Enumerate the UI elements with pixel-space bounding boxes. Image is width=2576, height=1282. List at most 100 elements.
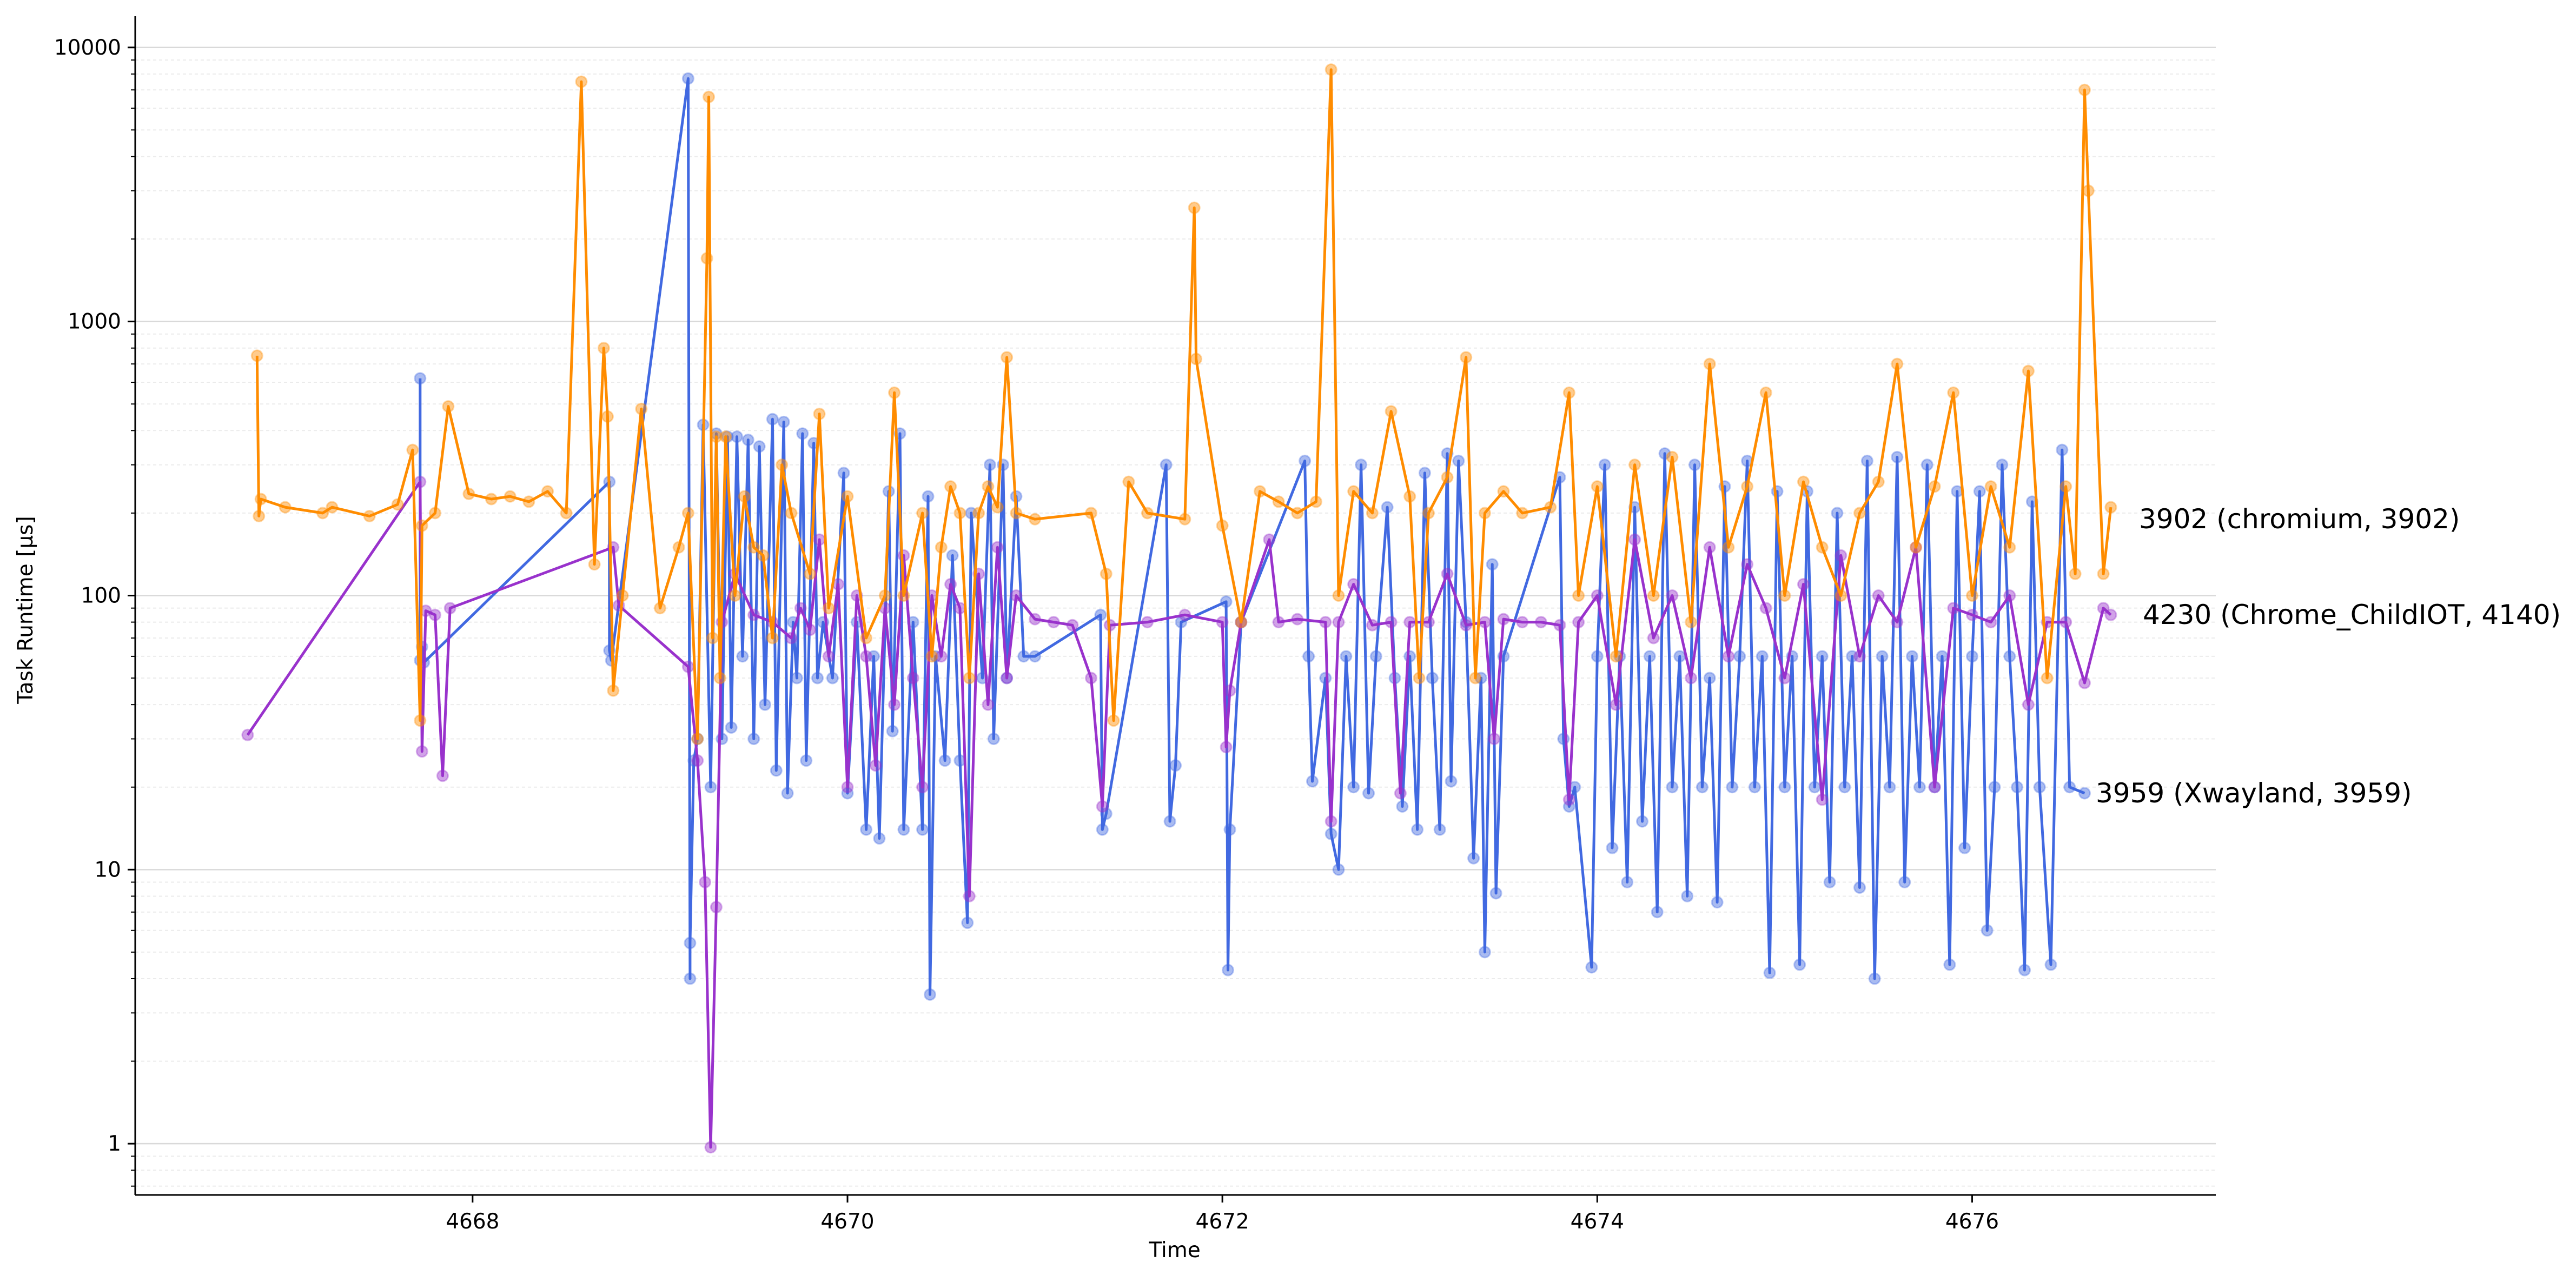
data-point bbox=[316, 507, 329, 520]
data-point bbox=[1651, 906, 1664, 919]
axes: 4668 4670 4672 4674 4676 1 10 100 1000 10000 bbox=[54, 16, 2216, 1234]
series-line bbox=[419, 77, 2085, 996]
data-point bbox=[1872, 475, 1885, 488]
data-point bbox=[1306, 775, 1319, 788]
data-point bbox=[1426, 672, 1439, 685]
data-point bbox=[1681, 889, 1694, 902]
data-point bbox=[691, 733, 704, 745]
data-point bbox=[1572, 616, 1585, 629]
data-point bbox=[429, 507, 441, 520]
data-point bbox=[1122, 475, 1135, 488]
y-tick-label: 100 bbox=[81, 583, 121, 608]
data-point bbox=[1797, 578, 1810, 590]
data-point bbox=[897, 549, 910, 562]
data-point bbox=[2022, 698, 2035, 711]
data-point bbox=[841, 490, 854, 503]
data-point bbox=[1413, 672, 1426, 685]
data-point bbox=[601, 410, 614, 423]
data-point bbox=[1263, 533, 1276, 546]
data-point bbox=[770, 764, 783, 777]
data-point bbox=[983, 459, 996, 471]
series-labels: 3902 (chromium, 3902) 4230 (Chrome_ChildI… bbox=[2096, 503, 2561, 809]
data-point bbox=[1846, 650, 1859, 663]
data-point bbox=[888, 698, 901, 711]
data-point bbox=[1497, 613, 1510, 626]
data-point bbox=[2097, 567, 2110, 580]
data-point bbox=[1418, 467, 1431, 480]
data-point bbox=[1445, 775, 1458, 788]
data-point bbox=[1910, 541, 1922, 554]
data-point bbox=[1936, 650, 1949, 663]
data-point bbox=[747, 608, 760, 621]
data-point bbox=[1562, 800, 1575, 813]
data-point bbox=[747, 541, 760, 554]
data-point bbox=[1381, 501, 1394, 514]
data-point bbox=[681, 660, 694, 673]
data-point bbox=[1085, 672, 1097, 685]
data-point bbox=[2056, 443, 2069, 456]
data-point bbox=[1516, 507, 1529, 520]
x-tick-label: 4670 bbox=[820, 1210, 874, 1234]
data-point bbox=[1385, 616, 1398, 629]
data-point bbox=[1876, 650, 1889, 663]
data-point bbox=[2044, 958, 2057, 971]
data-point bbox=[841, 781, 854, 794]
data-point bbox=[747, 733, 760, 745]
data-point bbox=[1883, 781, 1896, 794]
data-point bbox=[253, 510, 266, 522]
data-point bbox=[935, 650, 948, 663]
data-point bbox=[2022, 364, 2035, 377]
data-point bbox=[1235, 616, 1248, 629]
data-point bbox=[800, 754, 813, 767]
data-point bbox=[1302, 650, 1315, 663]
data-point bbox=[2060, 480, 2072, 493]
data-point bbox=[1981, 924, 1994, 937]
data-point bbox=[1478, 946, 1491, 959]
data-point bbox=[738, 490, 751, 503]
data-point bbox=[1441, 471, 1454, 484]
data-point bbox=[1223, 684, 1236, 697]
data-point bbox=[1628, 459, 1641, 471]
data-point bbox=[1966, 589, 1978, 602]
data-point bbox=[916, 507, 929, 520]
data-point bbox=[1094, 608, 1107, 621]
data-point bbox=[813, 408, 826, 420]
data-point bbox=[1562, 386, 1575, 399]
data-point bbox=[869, 759, 882, 772]
data-point bbox=[1591, 650, 1604, 663]
data-point bbox=[991, 541, 1004, 554]
data-point bbox=[2063, 781, 2076, 794]
data-point bbox=[991, 501, 1004, 514]
data-point bbox=[1636, 815, 1648, 828]
data-point bbox=[241, 728, 254, 741]
data-point bbox=[1572, 589, 1585, 602]
data-point bbox=[706, 632, 719, 645]
data-point bbox=[485, 493, 498, 506]
data-point bbox=[1460, 351, 1473, 364]
data-point bbox=[1726, 781, 1739, 794]
data-point bbox=[804, 623, 817, 636]
y-tick-label: 1000 bbox=[68, 310, 121, 334]
data-point bbox=[1347, 485, 1360, 498]
data-point bbox=[703, 90, 715, 103]
data-point bbox=[1486, 558, 1499, 571]
x-tick-label: 4668 bbox=[446, 1210, 499, 1234]
data-point bbox=[1254, 485, 1266, 498]
data-point bbox=[1816, 793, 1829, 806]
data-point bbox=[1163, 815, 1176, 828]
data-point bbox=[1831, 507, 1844, 520]
data-point bbox=[725, 721, 738, 734]
data-point bbox=[1621, 876, 1634, 888]
data-point bbox=[2060, 616, 2072, 629]
data-point bbox=[1921, 459, 1933, 471]
data-point bbox=[1309, 495, 1322, 508]
data-point bbox=[1722, 650, 1735, 663]
y-tick-label: 10 bbox=[94, 858, 121, 882]
data-point bbox=[414, 714, 427, 727]
data-point bbox=[1585, 961, 1598, 974]
data-point bbox=[1778, 672, 1791, 685]
series-end-label: 3959 (Xwayland, 3959) bbox=[2096, 778, 2412, 809]
data-point bbox=[868, 650, 880, 663]
data-point bbox=[1853, 881, 1866, 894]
series-line bbox=[246, 480, 2112, 1149]
